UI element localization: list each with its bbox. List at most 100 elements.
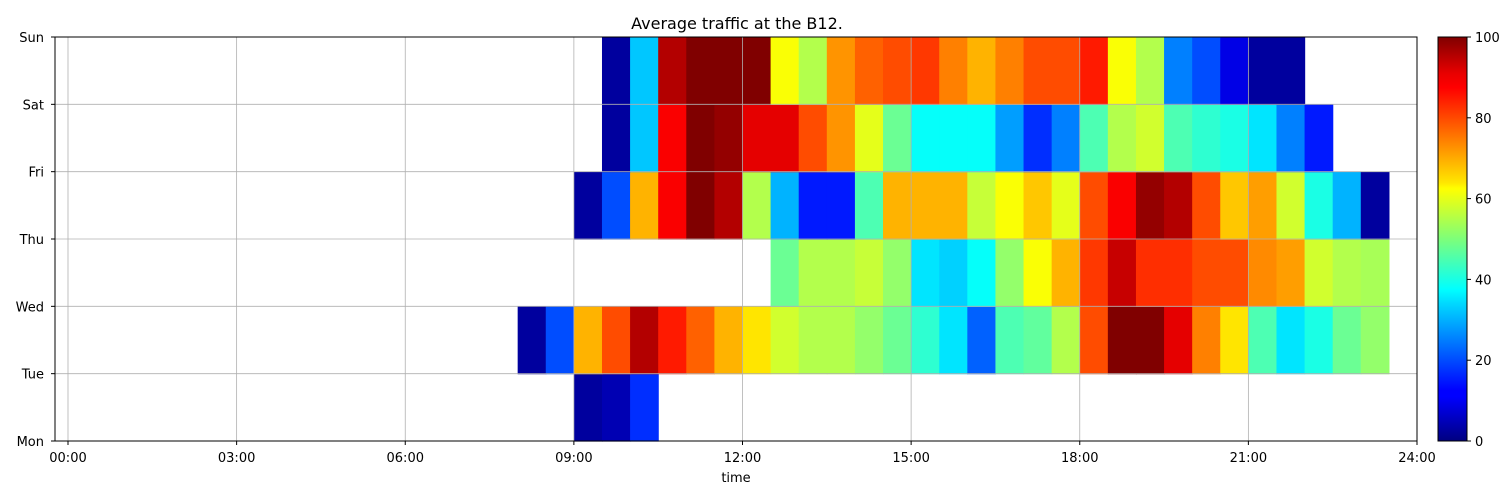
heatmap-cell [1276, 104, 1306, 173]
colorbar-tick-label: 60 [1475, 193, 1492, 208]
heatmap-cell [1276, 37, 1306, 105]
heatmap-cell [630, 104, 659, 173]
y-tick-label: Sat [23, 98, 44, 113]
heatmap-cell [939, 239, 968, 307]
heatmap-cell [1164, 171, 1193, 240]
heatmap-cell [1079, 104, 1109, 173]
heatmap-cell [939, 171, 968, 240]
heatmap-cell [630, 373, 659, 442]
heatmap-cell [1164, 306, 1193, 375]
heatmap-cell [1192, 37, 1221, 105]
heatmap-cell [1135, 37, 1165, 105]
heatmap-cell [854, 37, 884, 105]
x-tick-label: 03:00 [218, 451, 255, 466]
heatmap-cell [1220, 306, 1249, 375]
heatmap-cell [967, 239, 997, 307]
heatmap-cell [770, 171, 800, 240]
heatmap-cell [1051, 239, 1081, 307]
heatmap-cell [826, 306, 856, 375]
heatmap-cell [686, 37, 715, 105]
heatmap-cell [995, 306, 1025, 375]
heatmap-cell [883, 239, 912, 307]
heatmap-cell [826, 104, 856, 173]
heatmap-cell [911, 104, 940, 173]
heatmap-cell [1192, 104, 1221, 173]
heatmap-cell [1248, 104, 1278, 173]
heatmap-cell [1332, 306, 1362, 375]
heatmap-cell [911, 239, 940, 307]
heatmap-cell [1220, 104, 1249, 173]
x-tick-label: 24:00 [1398, 451, 1435, 466]
heatmap-cell [911, 306, 940, 375]
heatmap-cell [1220, 171, 1249, 240]
heatmap-cell [1079, 37, 1109, 105]
heatmap-cell [658, 37, 687, 105]
colorbar-frame [1437, 36, 1468, 442]
heatmap-cell [1248, 171, 1278, 240]
heatmap-cell [714, 37, 744, 105]
colorbar-axis: 0 20 40 60 80 100 [1467, 31, 1500, 450]
x-tick-label: 15:00 [892, 451, 929, 466]
heatmap-cell [854, 171, 884, 240]
heatmap-cell [854, 104, 884, 173]
heatmap-cell [1107, 306, 1137, 375]
heatmap-cell [798, 239, 828, 307]
heatmap-cell [714, 171, 744, 240]
heatmap-cell [826, 37, 856, 105]
y-tick-label: Mon [17, 435, 44, 450]
colorbar-tick-label: 80 [1475, 112, 1492, 127]
heatmap-cell [1023, 306, 1053, 375]
heatmap-cell [1164, 104, 1193, 173]
heatmap-cell [1023, 239, 1053, 307]
chart-title: Average traffic at the B12. [631, 14, 843, 33]
heatmap-cell [1276, 239, 1306, 307]
heatmap-cell [854, 239, 884, 307]
heatmap-cell [854, 306, 884, 375]
heatmap-cell [1360, 239, 1390, 307]
colorbar-tick-label: 0 [1475, 435, 1483, 450]
heatmap-cell [1051, 104, 1081, 173]
heatmap-cell [939, 37, 968, 105]
heatmap-cell [883, 104, 912, 173]
x-axis-label: time [721, 471, 750, 486]
heatmap-cell [911, 171, 940, 240]
heatmap-cell [1360, 306, 1390, 375]
x-tick-label: 00:00 [49, 451, 86, 466]
heatmap-cell [1023, 37, 1053, 105]
heatmap-cell [967, 171, 997, 240]
heatmap-cell [714, 306, 744, 375]
y-tick-label: Fri [29, 166, 45, 181]
heatmap-cell [742, 104, 772, 173]
heatmap-cell [1192, 306, 1221, 375]
heatmap-cell [1304, 104, 1334, 173]
heatmap-cell [686, 104, 715, 173]
colorbar-tick-label: 40 [1475, 273, 1492, 288]
heatmap-cell [995, 239, 1025, 307]
heatmap-cell [601, 104, 631, 173]
heatmap-cell [545, 306, 575, 375]
x-tick-label: 12:00 [724, 451, 761, 466]
heatmap-cell [1304, 239, 1334, 307]
heatmap-cell [798, 306, 828, 375]
x-tick-label: 18:00 [1061, 451, 1098, 466]
heatmap-cell [742, 306, 772, 375]
heatmap-cell [967, 104, 997, 173]
heatmap-cell [714, 104, 744, 173]
heatmap-cell [601, 373, 631, 442]
heatmap-cell [686, 171, 715, 240]
y-tick-label: Wed [16, 300, 44, 315]
heatmap-cell [1051, 171, 1081, 240]
heatmap-cell [1107, 171, 1137, 240]
heatmap-cell [630, 306, 659, 375]
heatmap-cell [1248, 239, 1278, 307]
y-tick-label: Sun [19, 31, 44, 46]
colorbar-tick-label: 20 [1475, 354, 1492, 369]
heatmap-cell [1276, 306, 1306, 375]
heatmap-cell [1051, 37, 1081, 105]
heatmap-cell [967, 306, 997, 375]
x-tick-label: 09:00 [555, 451, 592, 466]
heatmap-cell [995, 104, 1025, 173]
heatmap-cell [517, 306, 547, 375]
heatmap-cell [658, 104, 687, 173]
heatmap-cell [1164, 37, 1193, 105]
